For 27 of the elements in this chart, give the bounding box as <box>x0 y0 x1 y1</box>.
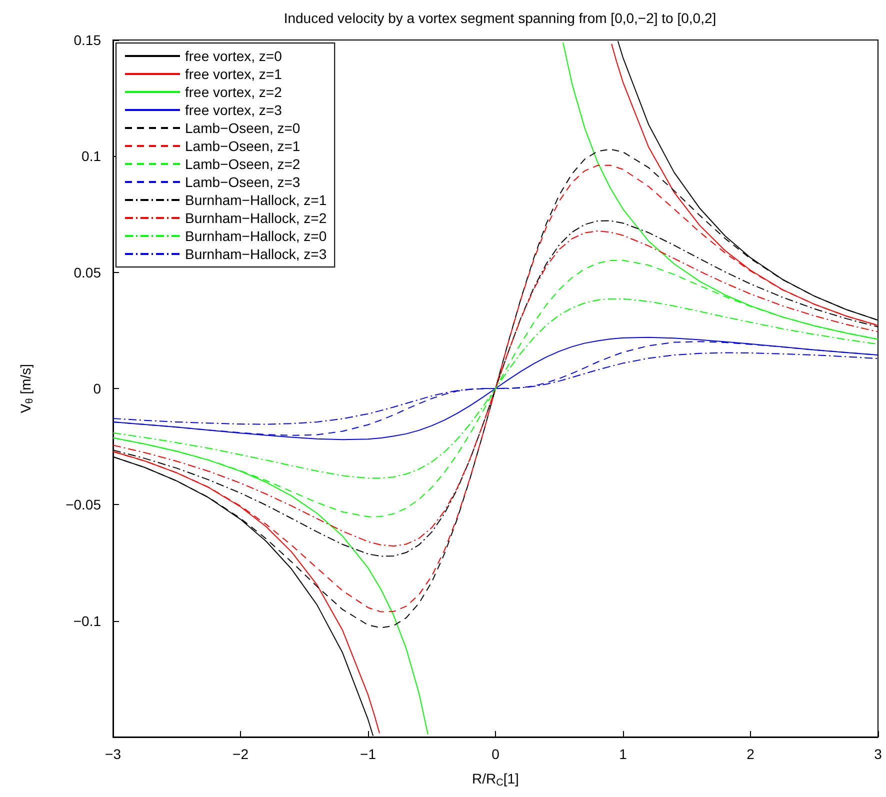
x-tick-label: −2 <box>232 746 249 762</box>
legend-label: free vortex, z=1 <box>185 66 282 82</box>
legend-label: Burnham−Hallock, z=1 <box>185 192 327 208</box>
y-tick-label: 0.05 <box>74 264 102 280</box>
legend-label: Lamb−Oseen, z=2 <box>185 156 300 172</box>
y-axis-title: Vθ [m/s] <box>18 364 36 414</box>
legend-label: Burnham−Hallock, z=2 <box>185 210 327 226</box>
legend-label: Burnham−Hallock, z=3 <box>185 246 327 262</box>
x-tick-label: 1 <box>619 746 628 762</box>
x-tick-label: 3 <box>874 746 882 762</box>
x-tick-label: −3 <box>105 746 122 762</box>
legend-label: Lamb−Oseen, z=1 <box>185 138 300 154</box>
legend-label: Burnham−Hallock, z=0 <box>185 228 327 244</box>
legend-label: free vortex, z=3 <box>185 102 282 118</box>
y-tick-label: 0 <box>93 380 102 396</box>
y-tick-label: 0.15 <box>74 32 102 48</box>
y-tick-label: −0.1 <box>73 612 102 629</box>
y-tick-label: 0.1 <box>82 148 102 164</box>
chart-title: Induced velocity by a vortex segment spanning from [0,0,−2] to [0,0,2] <box>284 10 716 26</box>
legend-label: free vortex, z=2 <box>185 84 282 100</box>
x-tick-label: 2 <box>746 746 755 762</box>
x-tick-label: −1 <box>360 746 376 762</box>
legend-label: free vortex, z=0 <box>185 48 282 64</box>
x-tick-label: 0 <box>492 746 500 762</box>
y-tick-label: −0.05 <box>66 496 102 513</box>
legend-label: Lamb−Oseen, z=0 <box>185 120 300 136</box>
legend-label: Lamb−Oseen, z=3 <box>185 174 300 190</box>
